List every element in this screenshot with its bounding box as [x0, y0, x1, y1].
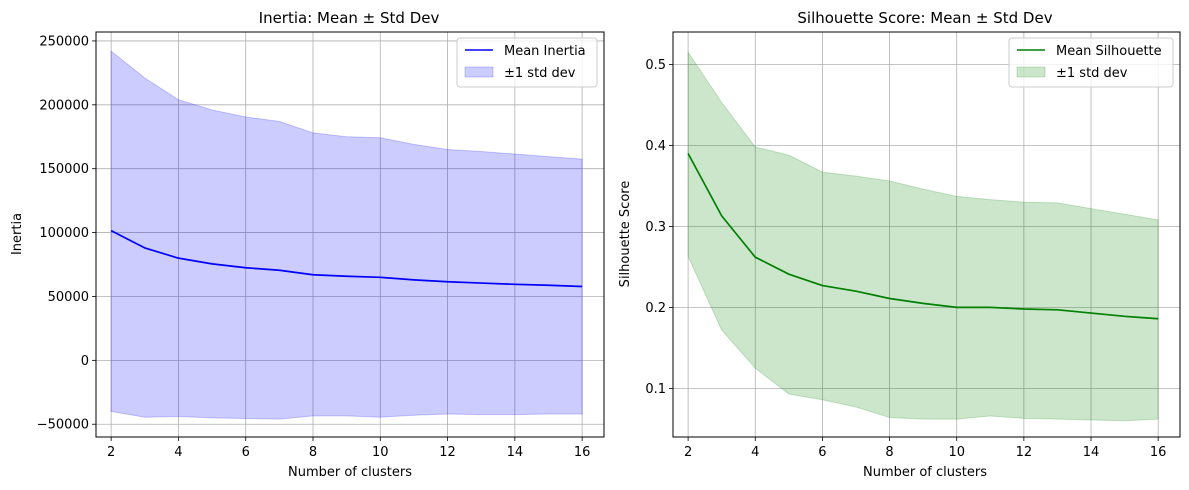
inertia-chart: Inertia: Mean ± Std Dev 2 4 6 8 10 12 14 16 −50…: [10, 9, 605, 480]
silhouette-chart-title: Silhouette Score: Mean ± Std Dev: [797, 9, 1052, 27]
silhouette-legend-band-swatch: [1016, 66, 1046, 78]
silhouette-legend-mean-label: Mean Silhouette: [1056, 44, 1162, 59]
silhouette-x-tick-label: 12: [1016, 445, 1033, 460]
inertia-x-ticks: 2 4 6 8 10 12 14 16: [107, 437, 590, 460]
inertia-x-tick-label: 6: [242, 445, 250, 460]
silhouette-x-gridlines: [687, 32, 1159, 437]
silhouette-x-tick-label: 16: [1150, 445, 1167, 460]
silhouette-x-tick-label: 10: [948, 445, 965, 460]
inertia-x-tick-label: 12: [439, 445, 456, 460]
inertia-legend-band-swatch: [464, 66, 494, 78]
inertia-y-axis-label: Inertia: [10, 213, 25, 255]
inertia-x-tick-label: 2: [107, 445, 115, 460]
inertia-legend: Mean Inertia ±1 std dev: [456, 37, 598, 88]
silhouette-y-tick-label: 0.3: [645, 220, 666, 235]
silhouette-plot-area: 2 4 6 8 10 12 14 16 0.1 0.2 0.3 0.4 0.5: [645, 31, 1181, 460]
inertia-legend-band-label: ±1 std dev: [504, 66, 576, 81]
silhouette-x-tick-label: 4: [751, 445, 759, 460]
inertia-x-tick-label: 8: [309, 445, 317, 460]
inertia-chart-title: Inertia: Mean ± Std Dev: [259, 9, 440, 27]
silhouette-y-tick-label: 0.1: [645, 382, 666, 397]
silhouette-legend-box: [1008, 37, 1174, 88]
silhouette-x-tick-label: 6: [818, 445, 826, 460]
inertia-x-axis-label: Number of clusters: [288, 465, 412, 480]
silhouette-plot-frame: [672, 31, 1181, 438]
inertia-legend-mean-label: Mean Inertia: [504, 44, 586, 59]
silhouette-y-tick-label: 0.4: [645, 139, 666, 154]
inertia-y-tick-label: 150000: [39, 162, 89, 177]
inertia-x-tick-label: 10: [372, 445, 389, 460]
inertia-mean-line: [110, 229, 583, 288]
silhouette-y-ticks: 0.1 0.2 0.3 0.4 0.5: [645, 58, 673, 397]
inertia-plot-area: 2 4 6 8 10 12 14 16 −50000 0 50000 100000 150000 200…: [37, 31, 605, 460]
silhouette-x-tick-label: 14: [1083, 445, 1100, 460]
inertia-std-band: [110, 50, 583, 420]
inertia-plot-frame: [95, 31, 605, 438]
silhouette-y-axis-label: Silhouette Score: [618, 181, 633, 288]
silhouette-x-ticks: 2 4 6 8 10 12 14 16: [684, 437, 1166, 460]
inertia-x-gridlines: [110, 32, 583, 437]
silhouette-std-band: [687, 50, 1159, 422]
silhouette-y-tick-label: 0.5: [645, 58, 666, 73]
silhouette-mean-line: [687, 153, 1159, 320]
inertia-x-tick-label: 16: [574, 445, 591, 460]
inertia-y-gridlines: [96, 40, 604, 425]
silhouette-y-tick-label: 0.2: [645, 301, 666, 316]
inertia-y-tick-label: 0: [81, 354, 89, 369]
inertia-y-ticks: −50000 0 50000 100000 150000 200000 250000: [37, 34, 96, 433]
silhouette-x-tick-label: 2: [684, 445, 692, 460]
inertia-y-tick-label: 250000: [39, 34, 89, 49]
silhouette-std-band-group: [687, 50, 1159, 422]
silhouette-mean-line-group: [687, 153, 1159, 320]
inertia-y-tick-label: 50000: [48, 290, 89, 305]
inertia-y-tick-label: −50000: [37, 418, 89, 433]
inertia-y-tick-label: 100000: [39, 226, 89, 241]
silhouette-chart: Silhouette Score: Mean ± Std Dev 2 4 6 8 10 1…: [618, 9, 1181, 480]
silhouette-x-tick-label: 8: [885, 445, 893, 460]
silhouette-x-axis-label: Number of clusters: [863, 465, 987, 480]
inertia-x-tick-label: 4: [174, 445, 182, 460]
inertia-std-band-group: [110, 50, 583, 420]
inertia-y-tick-label: 200000: [39, 98, 89, 113]
silhouette-legend-band-label: ±1 std dev: [1056, 66, 1128, 81]
silhouette-y-gridlines: [673, 64, 1180, 389]
silhouette-legend: Mean Silhouette ±1 std dev: [1008, 37, 1174, 88]
inertia-x-tick-label: 14: [507, 445, 524, 460]
inertia-mean-line-group: [110, 229, 583, 288]
